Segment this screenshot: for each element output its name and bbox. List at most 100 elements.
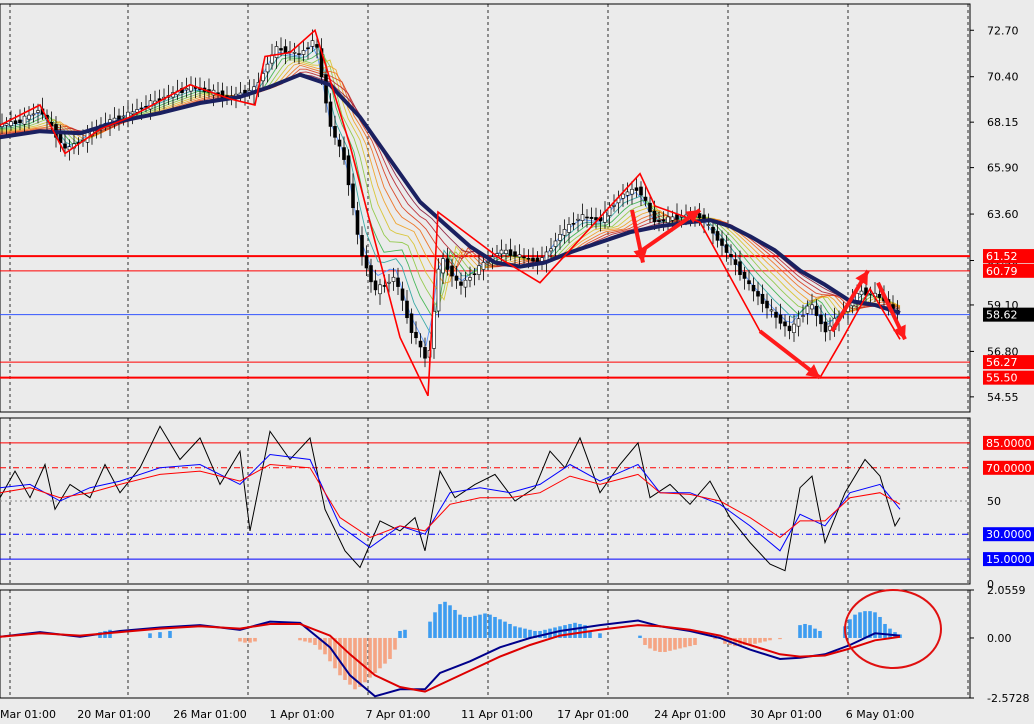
price-level-label: 61.52 <box>986 250 1018 263</box>
macd-histogram-bar <box>498 619 502 638</box>
macd-histogram-bar <box>398 630 402 638</box>
candle-body <box>387 281 391 284</box>
x-tick-label: 6 May 01:00 <box>846 708 914 721</box>
candle-body <box>13 120 18 125</box>
candle-body <box>630 188 634 195</box>
candle-body <box>670 216 675 221</box>
candle-body <box>130 111 135 115</box>
macd-histogram-bar <box>848 619 852 638</box>
stoch-fast-line <box>0 425 901 572</box>
candle-body <box>328 101 333 127</box>
candle-body <box>652 210 657 223</box>
price-level-tag <box>983 370 1034 385</box>
price-level-label: 55.50 <box>986 372 1018 385</box>
macd-histogram-bar <box>343 637 347 680</box>
ma-ribbon-line <box>0 55 901 317</box>
trend-arrow-head <box>893 324 906 340</box>
macd-histogram-bar <box>868 611 872 638</box>
candle-body <box>499 249 504 255</box>
candle-body <box>477 265 481 275</box>
macd-histogram-bar <box>808 625 812 638</box>
candle-body <box>454 275 459 281</box>
macd-histogram-bar <box>468 616 472 638</box>
candle-body <box>432 311 436 349</box>
trend-arrow-head <box>685 210 700 224</box>
candle-body <box>481 262 486 270</box>
x-tick-label: 26 Mar 01:00 <box>173 708 246 721</box>
macd-histogram-bar <box>688 637 692 647</box>
candle-body <box>382 285 387 287</box>
candle-body <box>711 226 715 234</box>
candle-body <box>22 115 27 125</box>
candle-body <box>706 224 711 226</box>
highlight-circle <box>844 589 942 669</box>
price-level-label: 56.27 <box>986 356 1018 369</box>
candle-body <box>508 249 513 256</box>
candle-body <box>355 210 360 235</box>
macd-histogram-bar <box>683 637 687 648</box>
candle-body <box>562 229 567 236</box>
macd-histogram-bar <box>888 628 892 638</box>
macd-histogram-bar <box>853 614 857 638</box>
macd-histogram-bar <box>478 614 482 638</box>
candle-body <box>571 223 576 225</box>
candle-body <box>418 340 423 348</box>
macd-histogram-bar <box>818 630 822 638</box>
macd-histogram-bar <box>458 614 462 638</box>
macd-histogram-bar <box>448 605 452 638</box>
candle-body <box>531 257 535 262</box>
candle-body <box>513 251 517 257</box>
candle-body <box>666 216 670 224</box>
candle-body <box>297 53 301 55</box>
candle-body <box>360 235 364 257</box>
candle-body <box>184 88 189 91</box>
candle-body <box>121 115 126 118</box>
macd-histogram-bar <box>513 626 517 638</box>
x-tick-label: Mar 01:00 <box>0 708 56 721</box>
candle-body <box>486 261 490 263</box>
macd-histogram-bar <box>253 637 257 642</box>
macd-histogram-bar <box>673 637 677 650</box>
candle-body <box>441 258 445 274</box>
stoch-level-label: 70.0000 <box>986 462 1032 475</box>
macd-histogram-bar <box>563 625 567 638</box>
candle-body <box>549 248 553 252</box>
trend-arrow-head <box>855 270 868 286</box>
candle-body <box>9 121 13 126</box>
candle-body <box>522 256 526 259</box>
candle-body <box>463 279 468 288</box>
macd-histogram-bar <box>378 637 382 669</box>
macd-histogram-bar <box>558 626 562 638</box>
candle-body <box>139 107 144 110</box>
x-tick-label: 17 Apr 01:00 <box>557 708 629 721</box>
candle-body <box>324 74 328 104</box>
macd-histogram-bar <box>353 637 357 690</box>
macd-histogram-bar <box>393 637 397 650</box>
candle-body <box>364 255 369 269</box>
candle-body <box>724 244 729 253</box>
macd-histogram-bar <box>813 628 817 638</box>
macd-histogram-bar <box>328 637 332 662</box>
macd-panel-frame <box>0 589 971 699</box>
macd-histogram-bar <box>693 637 697 645</box>
candle-body <box>396 277 400 287</box>
macd-histogram-bar <box>323 637 327 655</box>
macd-histogram-bar <box>363 637 367 683</box>
price-level-tag <box>983 355 1034 370</box>
macd-histogram-bar <box>433 612 437 638</box>
candle-body <box>436 268 441 312</box>
candle-body <box>558 234 562 241</box>
candle-body <box>306 47 310 50</box>
candle-body <box>634 187 639 191</box>
macd-histogram-bar <box>568 623 572 638</box>
candle-body <box>648 202 652 213</box>
candle-body <box>4 123 9 126</box>
macd-histogram-bar <box>443 601 447 638</box>
macd-histogram-bar <box>318 637 322 650</box>
macd-histogram-bar <box>308 637 312 643</box>
macd-histogram-bar <box>758 637 762 643</box>
price-y-tick-label: 70.40 <box>987 71 1019 84</box>
stoch-slow-line <box>0 463 901 539</box>
candle-body <box>612 205 616 207</box>
